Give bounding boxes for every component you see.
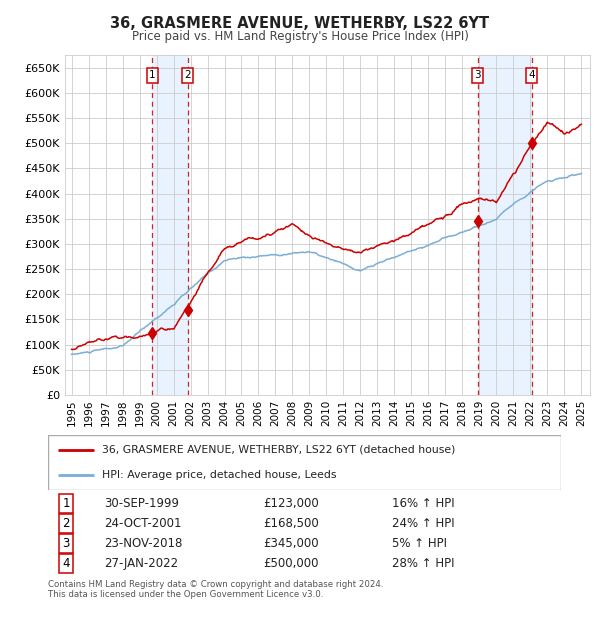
Text: 16% ↑ HPI: 16% ↑ HPI bbox=[392, 497, 454, 510]
Text: Price paid vs. HM Land Registry's House Price Index (HPI): Price paid vs. HM Land Registry's House … bbox=[131, 30, 469, 43]
Text: 5% ↑ HPI: 5% ↑ HPI bbox=[392, 537, 447, 550]
Text: 4: 4 bbox=[529, 70, 535, 81]
Text: Contains HM Land Registry data © Crown copyright and database right 2024.
This d: Contains HM Land Registry data © Crown c… bbox=[48, 580, 383, 600]
Text: 3: 3 bbox=[62, 537, 70, 550]
Text: 24-OCT-2001: 24-OCT-2001 bbox=[104, 517, 182, 530]
Text: £500,000: £500,000 bbox=[263, 557, 319, 570]
Text: 30-SEP-1999: 30-SEP-1999 bbox=[104, 497, 179, 510]
Text: 3: 3 bbox=[475, 70, 481, 81]
Text: £345,000: £345,000 bbox=[263, 537, 319, 550]
Bar bbox=[152, 55, 188, 395]
Text: 4: 4 bbox=[62, 557, 70, 570]
Text: 1: 1 bbox=[149, 70, 155, 81]
Text: 2: 2 bbox=[184, 70, 191, 81]
Bar bbox=[478, 55, 532, 395]
Text: 28% ↑ HPI: 28% ↑ HPI bbox=[392, 557, 454, 570]
Text: 1: 1 bbox=[62, 497, 70, 510]
Text: HPI: Average price, detached house, Leeds: HPI: Average price, detached house, Leed… bbox=[102, 470, 337, 480]
Text: 2: 2 bbox=[62, 517, 70, 530]
Text: 23-NOV-2018: 23-NOV-2018 bbox=[104, 537, 183, 550]
Text: £168,500: £168,500 bbox=[263, 517, 319, 530]
Text: 36, GRASMERE AVENUE, WETHERBY, LS22 6YT (detached house): 36, GRASMERE AVENUE, WETHERBY, LS22 6YT … bbox=[102, 445, 455, 455]
Text: 27-JAN-2022: 27-JAN-2022 bbox=[104, 557, 179, 570]
Text: 24% ↑ HPI: 24% ↑ HPI bbox=[392, 517, 454, 530]
Text: 36, GRASMERE AVENUE, WETHERBY, LS22 6YT: 36, GRASMERE AVENUE, WETHERBY, LS22 6YT bbox=[110, 16, 490, 30]
FancyBboxPatch shape bbox=[48, 435, 561, 490]
Text: £123,000: £123,000 bbox=[263, 497, 319, 510]
